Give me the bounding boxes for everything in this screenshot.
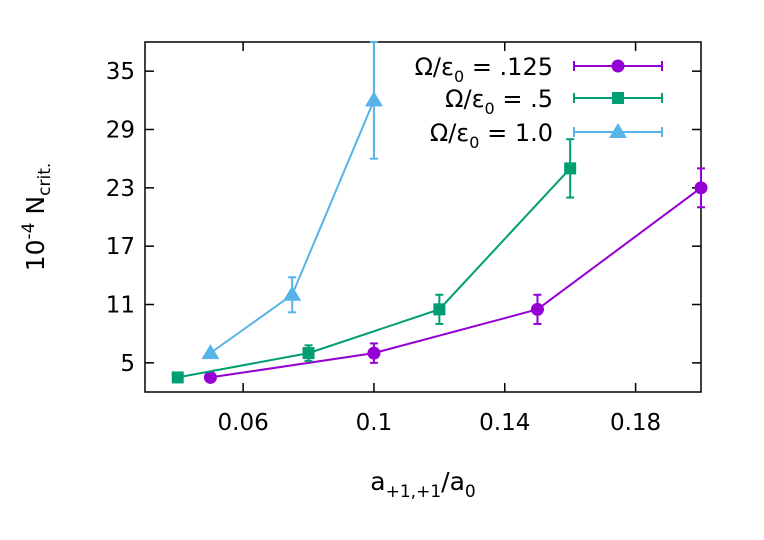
plot-frame bbox=[144, 41, 702, 393]
data-point bbox=[433, 303, 446, 316]
legend-marker bbox=[612, 92, 624, 104]
y-axis-title: 10-4 Ncrit. bbox=[19, 163, 55, 272]
series-line bbox=[210, 187, 702, 379]
data-point bbox=[564, 162, 577, 175]
x-axis-title: a+1,+1/a0 bbox=[370, 467, 475, 502]
y-tick-label: 35 bbox=[106, 59, 135, 85]
data-point bbox=[302, 347, 315, 360]
series-line bbox=[177, 167, 571, 379]
x-tick-label: 0.14 bbox=[479, 410, 530, 436]
legend-label: Ω/ε0 = .125 bbox=[415, 53, 553, 86]
x-tick-label: 0.18 bbox=[610, 410, 661, 436]
x-tick-label: 0.1 bbox=[356, 410, 393, 436]
y-tick-label: 5 bbox=[120, 351, 135, 377]
data-point bbox=[364, 91, 383, 107]
series-line bbox=[209, 99, 375, 354]
y-tick-label: 11 bbox=[106, 293, 135, 319]
data-point bbox=[171, 371, 184, 384]
y-tick-label: 23 bbox=[106, 176, 135, 202]
data-point bbox=[694, 181, 708, 195]
legend-marker bbox=[611, 59, 625, 73]
series-0 bbox=[203, 167, 708, 384]
y-tick-label: 17 bbox=[106, 234, 135, 260]
data-series bbox=[171, 41, 708, 384]
data-point bbox=[367, 346, 381, 360]
data-point bbox=[203, 370, 217, 384]
legend-marker bbox=[609, 123, 627, 138]
legend-label: Ω/ε0 = 1.0 bbox=[430, 119, 553, 152]
y-tick-label: 29 bbox=[106, 118, 135, 144]
data-point bbox=[530, 302, 544, 316]
series-1 bbox=[171, 138, 577, 384]
axis-ticks: 5 11 17 23 29 35 0.06 0.1 0.14 0.18 bbox=[106, 42, 701, 436]
series-2 bbox=[201, 41, 383, 360]
x-tick-label: 0.06 bbox=[218, 410, 269, 436]
data-point bbox=[283, 285, 302, 301]
legend-label: Ω/ε0 = .5 bbox=[445, 85, 553, 118]
data-point bbox=[201, 344, 220, 360]
